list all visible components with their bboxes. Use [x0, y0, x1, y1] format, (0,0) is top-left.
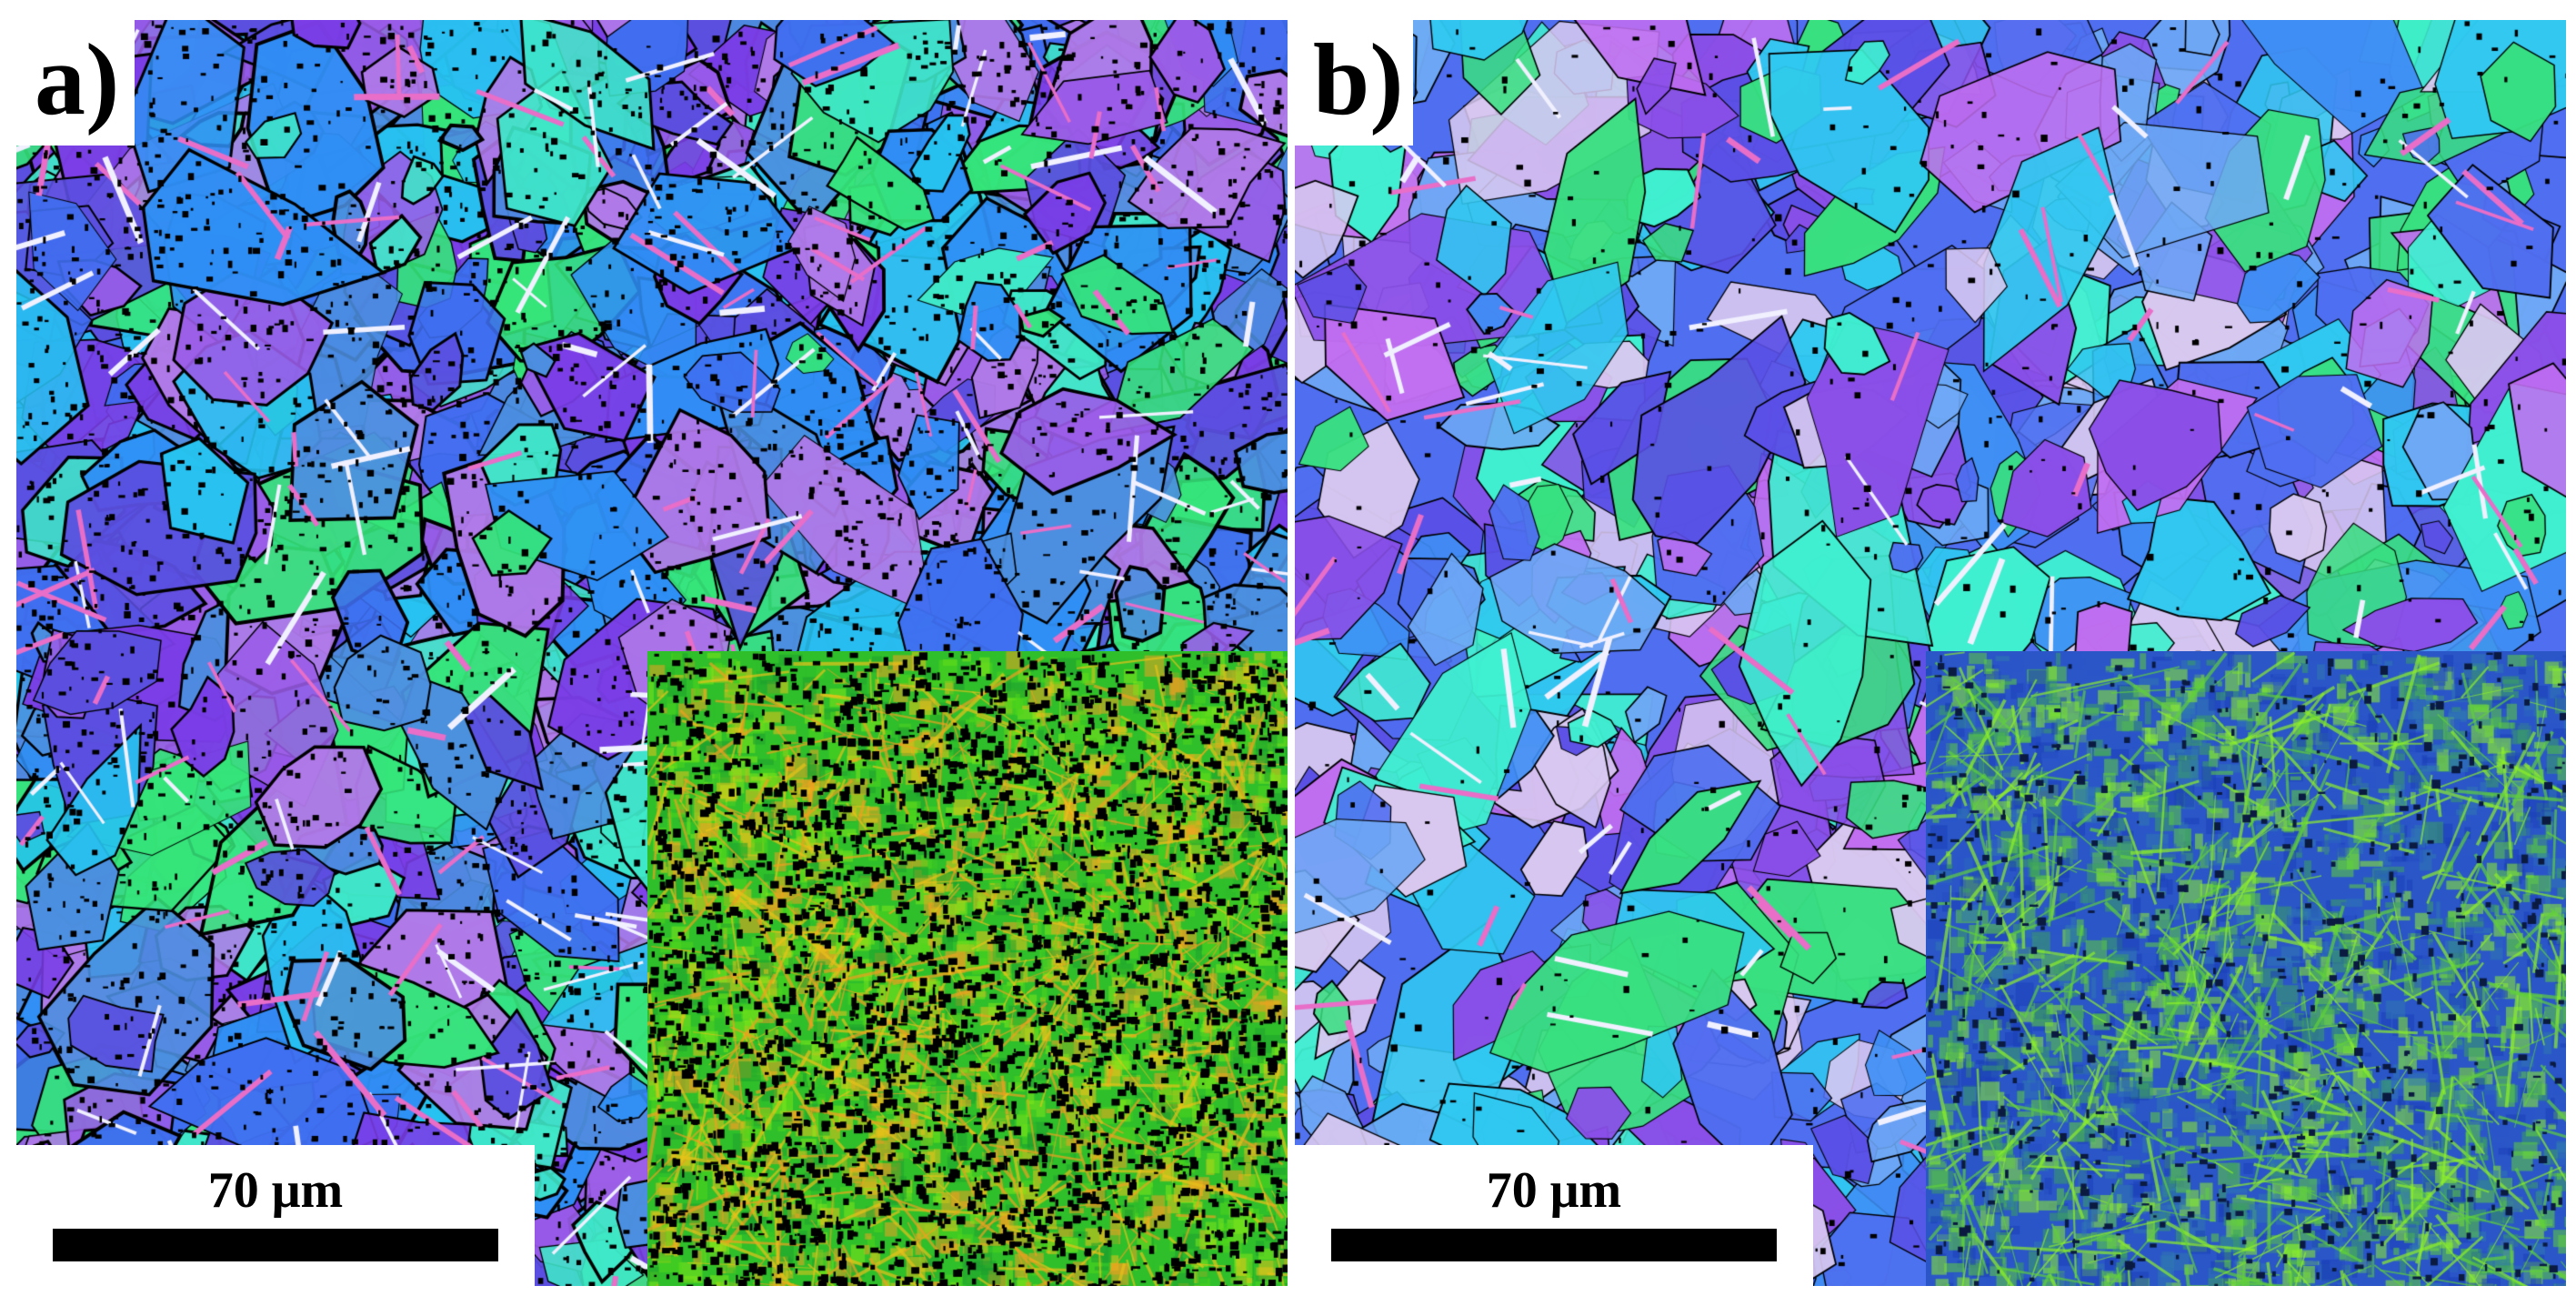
panel-label-box-a: a): [16, 20, 135, 146]
kam-inset-b: [1926, 651, 2566, 1286]
scale-bar-a: [53, 1229, 498, 1261]
panel-label-box-b: b): [1295, 20, 1413, 146]
scale-bar-box-a: 70 μm: [16, 1145, 535, 1286]
scale-bar-b: [1331, 1229, 1777, 1261]
scale-bar-text-b: 70 μm: [1486, 1162, 1622, 1219]
panel-b-ebsd-map: b) 70 μm: [1295, 20, 2566, 1286]
kam-inset-a: [647, 651, 1288, 1286]
scale-bar-box-b: 70 μm: [1295, 1145, 1813, 1286]
panel-a-ebsd-map: a) 70 μm: [16, 20, 1288, 1286]
panel-label-b: b): [1313, 24, 1404, 136]
panel-label-a: a): [35, 24, 120, 136]
scale-bar-text-a: 70 μm: [207, 1162, 344, 1219]
